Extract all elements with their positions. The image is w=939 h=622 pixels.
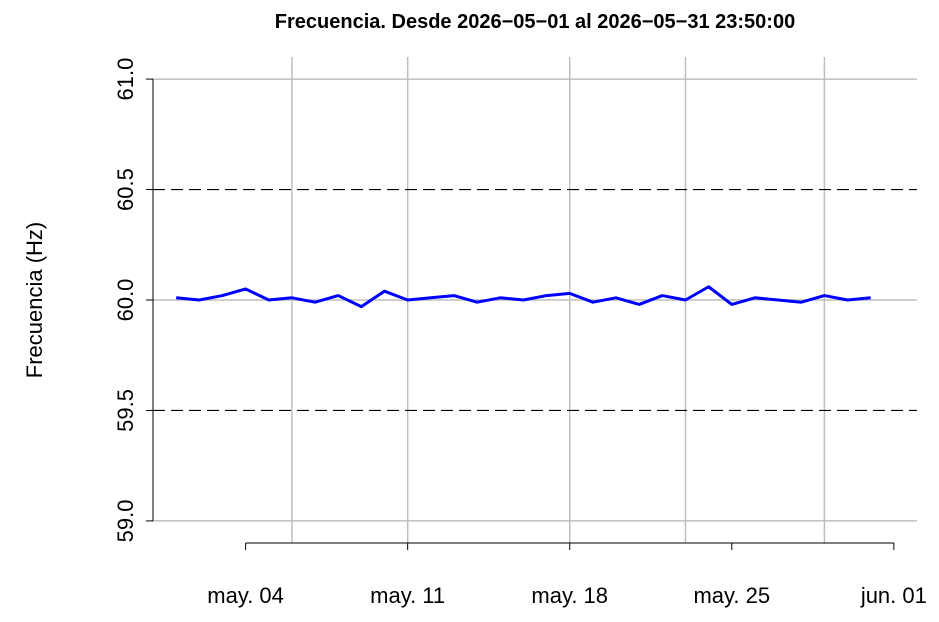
x-tick-label: may. 18 [531, 583, 608, 608]
data-line [176, 285, 871, 309]
chart-title: Frecuencia. Desde 2026−05−01 al 2026−05−… [275, 11, 795, 33]
y-axis-label: Frecuencia (Hz) [22, 222, 47, 378]
y-tick-label: 59.5 [113, 389, 138, 432]
x-tick-label: jun. 01 [860, 583, 927, 608]
x-tick-label: may. 25 [693, 583, 770, 608]
x-tick-label: may. 11 [370, 583, 445, 608]
y-tick-label: 60.0 [113, 279, 138, 322]
y-tick-label: 61.0 [113, 58, 138, 101]
x-tick-label: may. 04 [207, 583, 284, 608]
y-tick-label: 60.5 [113, 168, 138, 211]
y-tick-label: 59.0 [113, 499, 138, 542]
